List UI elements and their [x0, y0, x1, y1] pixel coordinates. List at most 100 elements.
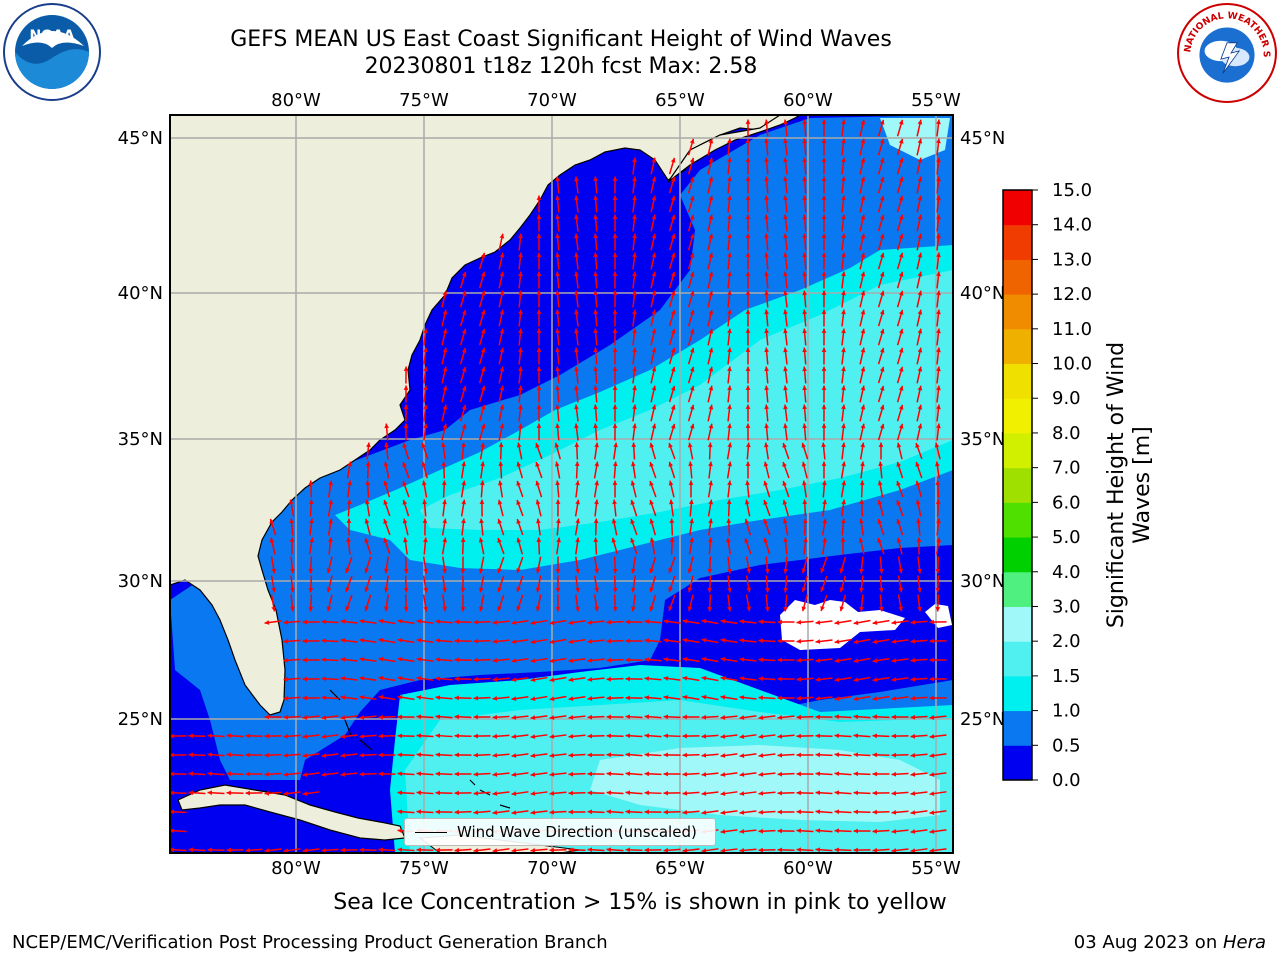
wave-direction-arrowhead [802, 157, 808, 163]
wave-direction-arrowhead [783, 606, 789, 612]
wave-direction-arrowhead [632, 309, 637, 315]
wave-direction-arrowhead [568, 847, 573, 853]
wave-direction-arrowhead [554, 461, 560, 467]
wave-direction-arrowhead [936, 366, 941, 372]
wave-direction-arrowhead [708, 195, 714, 201]
wave-direction-arrowhead [802, 119, 808, 125]
wave-direction-arrowhead [651, 366, 657, 372]
wave-direction-arrowhead [727, 138, 732, 144]
lon-tick-label-top: 80°W [271, 90, 321, 111]
wave-direction-arrowhead [403, 568, 409, 574]
wave-direction-arrowhead [606, 638, 612, 644]
wave-direction-arrowhead [340, 676, 346, 681]
wave-direction-arrowhead [416, 619, 422, 624]
wave-direction-arrowhead [839, 587, 845, 593]
wave-direction-arrowhead [720, 715, 726, 720]
wave-direction-arrowhead [834, 658, 840, 664]
lat-tick-label-right: 30°N [960, 571, 1005, 592]
wave-direction-arrowhead [587, 771, 592, 777]
wave-direction-arrowhead [308, 587, 314, 593]
wave-direction-arrowhead [644, 790, 649, 796]
wave-direction-arrowhead [536, 404, 542, 409]
wave-direction-arrowhead [587, 696, 593, 701]
wave-direction-arrowhead [511, 734, 517, 739]
wave-direction-arrowhead [783, 404, 788, 410]
wave-direction-arrowhead [289, 518, 295, 524]
wave-direction-arrowhead [499, 233, 505, 239]
wave-direction-arrowhead [745, 214, 751, 219]
wave-direction-arrowhead [915, 480, 921, 486]
wave-direction-arrowhead [423, 587, 429, 593]
wave-direction-arrowhead [758, 715, 764, 720]
wave-direction-arrowhead [877, 518, 882, 524]
wave-direction-arrowhead [518, 385, 523, 391]
wave-direction-arrowhead [777, 657, 782, 663]
wave-direction-arrowhead [435, 790, 440, 796]
wave-direction-arrowhead [708, 385, 714, 391]
wave-direction-arrowhead [744, 518, 750, 524]
wave-direction-arrowhead [264, 714, 269, 720]
wave-direction-arrowhead [853, 828, 858, 834]
wave-direction-arrowhead [530, 696, 536, 702]
wave-direction-arrowhead [853, 790, 858, 796]
wave-direction-arrowhead [518, 423, 523, 429]
wave-direction-arrowhead [516, 461, 522, 467]
wave-direction-arrowhead [663, 847, 669, 853]
wave-direction-arrowhead [423, 423, 428, 429]
wave-direction-arrowhead [802, 176, 808, 182]
wave-direction-arrowhead [492, 639, 498, 644]
wave-direction-arrowhead [764, 119, 770, 125]
wave-direction-arrowhead [549, 772, 555, 777]
wave-direction-arrowhead [853, 658, 859, 664]
wave-direction-arrowhead [403, 423, 409, 428]
wave-direction-arrowhead [536, 423, 542, 428]
wave-direction-arrowhead [631, 587, 636, 593]
wave-direction-arrowhead [936, 518, 941, 524]
wave-direction-arrowhead [435, 752, 441, 758]
wave-direction-arrowhead [821, 119, 827, 124]
wave-direction-arrowhead [612, 366, 618, 371]
wave-direction-arrowhead [815, 752, 820, 758]
wave-direction-arrowhead [898, 233, 904, 239]
wave-direction-arrowhead [575, 480, 580, 486]
wave-direction-arrowhead [802, 404, 808, 410]
wave-direction-arrowhead [668, 480, 674, 486]
wave-direction-arrowhead [461, 328, 467, 334]
wave-direction-arrowhead [480, 309, 486, 315]
wave-direction-arrowhead [574, 195, 579, 201]
wave-direction-arrowhead [644, 695, 650, 701]
wave-direction-arrowhead [841, 290, 846, 296]
wave-direction-arrowhead [207, 790, 213, 796]
wave-direction-arrowhead [764, 347, 770, 353]
wave-direction-arrowhead [364, 518, 370, 524]
colorbar-tick-label: 11.0 [1052, 319, 1092, 340]
wave-direction-arrowhead [860, 404, 866, 410]
colorbar-tick-label: 10.0 [1052, 354, 1092, 375]
wave-direction-arrowhead [860, 442, 866, 448]
wave-direction-arrowhead [359, 695, 365, 700]
wave-direction-arrowhead [454, 733, 459, 739]
wave-direction-arrowhead [461, 271, 467, 277]
wave-direction-arrowhead [283, 638, 289, 644]
wave-direction-arrowhead [422, 537, 428, 543]
wave-direction-arrowhead [347, 461, 353, 467]
wave-direction-arrowhead [435, 695, 441, 701]
wave-direction-arrowhead [442, 385, 448, 391]
wave-direction-arrowhead [935, 588, 941, 593]
wave-direction-arrowhead [536, 537, 542, 542]
wave-direction-arrowhead [328, 480, 333, 486]
wave-direction-arrowhead [877, 538, 882, 543]
wave-direction-arrowhead [745, 461, 751, 466]
wave-direction-arrowhead [555, 347, 561, 353]
wave-direction-arrowhead [764, 328, 770, 334]
wave-direction-arrowhead [891, 733, 896, 739]
wave-direction-arrowhead [898, 271, 904, 277]
wave-direction-arrowhead [746, 606, 752, 612]
wave-direction-arrowhead [744, 537, 749, 543]
wave-direction-arrowhead [568, 733, 574, 739]
colorbar-tick-label: 9.0 [1052, 388, 1081, 409]
wave-direction-arrowhead [841, 385, 846, 391]
wave-direction-arrowhead [188, 752, 194, 758]
colorbar-tick-label: 6.0 [1052, 492, 1081, 513]
colorbar-tick-label: 3.0 [1052, 596, 1081, 617]
